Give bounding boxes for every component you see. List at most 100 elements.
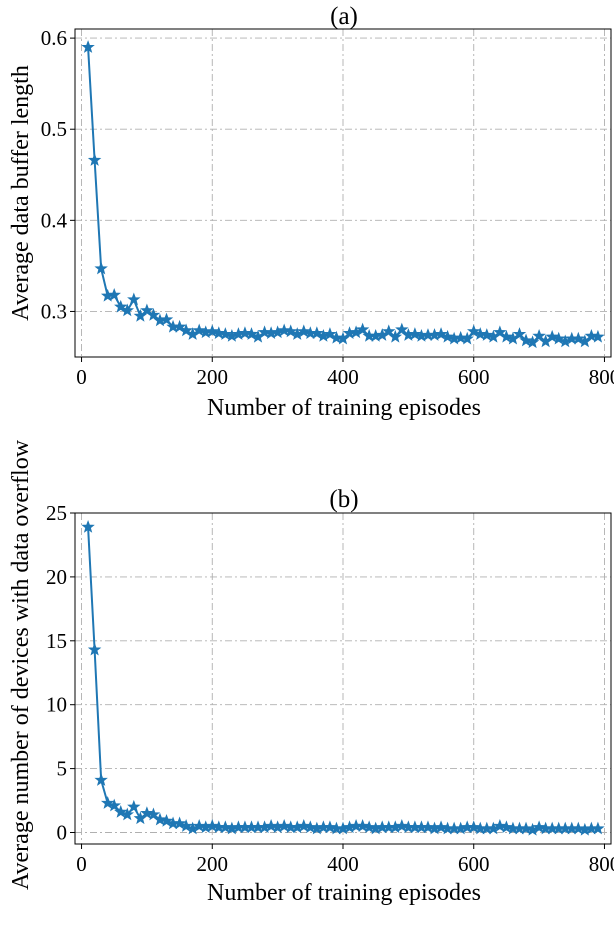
data-point [179, 819, 193, 832]
data-point [467, 324, 481, 338]
data-point [218, 327, 233, 340]
data-point [297, 819, 311, 832]
data-point [172, 319, 187, 333]
data-point [159, 813, 174, 827]
data-point [519, 821, 533, 835]
chart-panel-a: (a) 0 200 400 600 800 0.3 0.4 0.5 0.6 Number of … [8, 3, 614, 421]
y-tick-label: 0.4 [41, 208, 68, 232]
data-point [127, 292, 141, 306]
data-point [257, 325, 272, 339]
y-tick-label: 10 [46, 693, 67, 717]
data-point [244, 327, 259, 340]
data-point [205, 324, 219, 338]
data-point [519, 333, 533, 347]
x-tick-label: 400 [327, 852, 359, 876]
data-point [87, 642, 102, 656]
data-point [591, 821, 605, 835]
data-point [440, 329, 455, 343]
x-tick-label: 800 [589, 365, 614, 389]
data-point [114, 804, 128, 818]
x-tick-label: 600 [458, 365, 490, 389]
data-point [153, 812, 167, 826]
data-point [81, 40, 95, 53]
data-point [499, 820, 514, 834]
data-point [264, 819, 278, 832]
x-tick-label: 0 [76, 852, 87, 876]
data-point [434, 820, 448, 834]
data-point [140, 806, 154, 820]
data-point [114, 299, 128, 313]
data-point [480, 328, 494, 341]
data-point [172, 816, 187, 830]
data-point [408, 327, 422, 340]
y-tick-label: 5 [57, 757, 68, 781]
gridlines [75, 29, 611, 357]
data-point [545, 329, 559, 343]
y-tick-label: 0.5 [41, 117, 67, 141]
chart-panel-b: (b) 0 200 400 600 800 0 5 10 15 20 25 Number of tr… [8, 439, 614, 906]
data-point [355, 819, 370, 832]
data-point [395, 819, 409, 832]
data-point [192, 323, 206, 337]
data-point [460, 331, 474, 345]
x-tick-label: 800 [589, 852, 614, 876]
y-axis-label: Average number of devices with data over… [8, 439, 34, 890]
x-axis-label: Number of training episodes [207, 395, 481, 421]
data-point [277, 819, 291, 832]
plot-frame [74, 512, 612, 845]
data-point [146, 308, 161, 321]
chart-title: (b) [329, 486, 358, 513]
data-point [94, 773, 108, 786]
data-point [283, 324, 298, 338]
data-point [192, 819, 206, 832]
data-point [388, 329, 403, 343]
y-axis-label: Average data buffer length [8, 65, 34, 321]
data-point [467, 820, 481, 834]
data-point [453, 330, 468, 344]
data-point [94, 261, 108, 275]
data-point [499, 329, 514, 343]
data-point [493, 325, 507, 339]
data-point [395, 322, 409, 336]
data-point [323, 327, 337, 340]
data-point [212, 326, 226, 340]
x-tick-label: 600 [458, 852, 490, 876]
data-point [584, 328, 599, 342]
ticks: 0 200 400 600 800 0 5 10 15 20 25 [46, 501, 614, 876]
data-point [87, 153, 102, 166]
data-point [120, 807, 135, 821]
data-point [297, 324, 311, 338]
data-point [100, 796, 115, 809]
data-point [362, 820, 376, 834]
data-point [421, 820, 435, 834]
data-point [107, 798, 121, 812]
data-point [512, 327, 527, 340]
x-axis-label: Number of training episodes [207, 880, 481, 906]
data-point [179, 323, 193, 337]
data-point [107, 287, 121, 301]
data-point [525, 335, 540, 349]
y-tick-label: 20 [46, 565, 67, 589]
data-point [571, 331, 586, 345]
y-tick-label: 0 [57, 820, 68, 844]
x-tick-label: 200 [197, 365, 229, 389]
y-tick-label: 0.3 [41, 299, 67, 323]
y-tick-label: 0.6 [41, 26, 67, 50]
data-point [434, 327, 448, 340]
data-point [277, 323, 291, 337]
data-point [205, 819, 219, 832]
chart-title: (a) [330, 3, 358, 30]
markers [81, 520, 605, 836]
markers [81, 40, 605, 349]
data-point [355, 322, 370, 336]
ticks: 0 200 400 600 800 0.3 0.4 0.5 0.6 [41, 26, 614, 389]
data-point [218, 820, 233, 834]
x-tick-label: 200 [197, 852, 229, 876]
data-point [127, 799, 141, 813]
data-point [323, 820, 337, 834]
x-tick-label: 400 [327, 365, 359, 389]
data-point [303, 820, 318, 834]
gridlines [75, 512, 611, 844]
data-point [140, 303, 154, 317]
